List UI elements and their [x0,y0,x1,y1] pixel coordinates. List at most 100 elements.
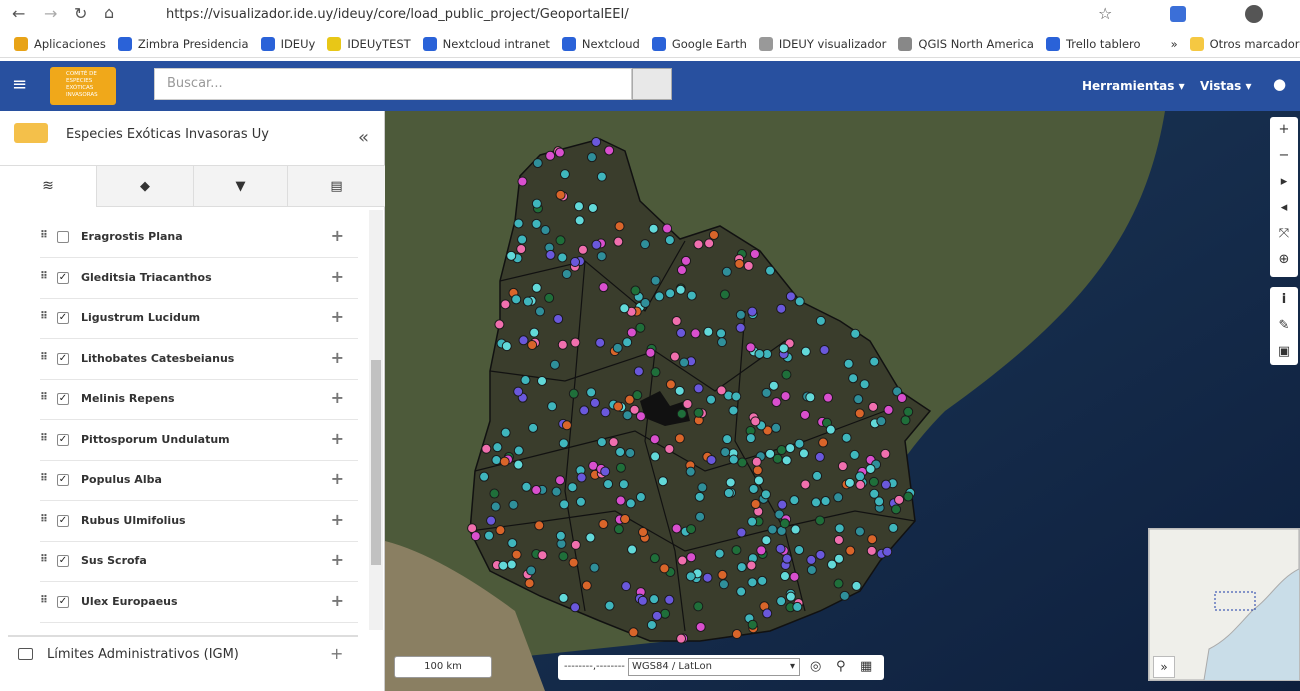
checkbox[interactable]: ✓ [57,514,69,527]
occurrence-point [568,557,579,568]
bookmark[interactable]: Google Earth [651,36,747,51]
drag-handle[interactable]: ⠿ [40,594,48,606]
occurrence-point [517,176,528,187]
occurrence-point [517,234,528,245]
home-button[interactable]: ⌂ [104,3,115,22]
checkbox[interactable]: ✓ [57,352,69,365]
add-button[interactable]: + [330,388,344,407]
drag-handle[interactable]: ⠿ [40,230,48,241]
expand-button[interactable]: + [330,644,344,663]
minimap-toggle[interactable]: » [1153,656,1175,678]
layer-row[interactable]: ⠿ ✓ Pittosporum Undulatum + [40,421,358,461]
checkbox[interactable]: ✓ [57,474,69,486]
drag-handle[interactable]: ⠿ [40,270,48,282]
layer-row[interactable]: ⠿ ✓ Ligustrum Lucidum + [40,299,358,339]
bookmark[interactable]: QGIS North America [898,36,1034,51]
add-button[interactable]: + [330,266,344,286]
checkbox[interactable]: ✓ [57,595,69,608]
pan-prev[interactable]: ◂ [1280,200,1288,215]
layer-group[interactable]: Límites Administrativos (IGM) + [0,641,370,675]
drag-handle[interactable]: ⠿ [40,554,48,565]
extension-icon[interactable] [1170,6,1186,22]
add-button[interactable]: + [330,428,344,448]
checkbox[interactable] [57,231,69,243]
layer-row[interactable]: ⠿ ✓ Lithobates Catesbeianus + [40,340,358,380]
search-button[interactable] [632,68,672,100]
pan-next[interactable]: ▸ [1280,174,1288,189]
checkbox[interactable]: ✓ [57,271,69,284]
add-button[interactable]: + [330,590,344,610]
occurrence-point [662,223,673,234]
filter-tab[interactable]: ▼ [193,166,287,207]
occurrence-point [717,569,728,580]
occurrence-point [716,328,727,339]
drag-handle[interactable]: ⠿ [40,311,48,322]
bookmark[interactable]: Trello tablero [1045,36,1141,51]
tags-tab[interactable]: ◆ [96,166,193,207]
occurrence-point [595,337,606,348]
bookmark[interactable]: IDEUY visualizador [758,36,886,51]
erase-button[interactable]: ✎ [1278,318,1290,333]
checkbox[interactable]: ✓ [57,433,69,446]
zoom-in[interactable]: + [1278,122,1290,137]
occurrence-point [891,504,902,515]
full-extent[interactable]: ⤧ [1278,226,1290,241]
other-bookmarks[interactable]: Otros marcadores [1189,36,1300,51]
add-button[interactable]: + [330,226,344,245]
projection-select[interactable]: WGS84 / LatLon ▾ [628,658,800,676]
bookmark[interactable]: Nextcloud intranet [422,36,550,51]
layer-row[interactable]: ⠿ ✓ Gleditsia Triacanthos + [40,259,358,299]
drag-handle[interactable]: ⠿ [40,351,48,363]
add-button[interactable]: + [330,550,344,569]
bookmark[interactable]: Nextcloud [561,36,640,51]
layer-row[interactable]: ⠿ ✓ Populus Alba + [40,461,358,501]
bookmark[interactable]: IDEUyTEST [327,36,411,51]
layer-row[interactable]: ⠿ ✓ Melinis Repens + [40,380,358,420]
star-button[interactable]: ☆ [1098,4,1113,23]
add-button[interactable]: + [330,347,344,367]
occurrence-point [781,369,792,380]
menu-button[interactable]: ≡ [12,74,28,95]
layers-tab[interactable]: ≋ [0,166,96,207]
layer-row[interactable]: ⠿ ✓ Sus Scrofa + [40,542,358,582]
bookmark[interactable]: Aplicaciones [14,36,106,51]
map[interactable]: + − ▸ ◂ ⤧ ⊕ i ✎ ▣ 100 km --------,------… [385,111,1300,691]
drag-handle[interactable]: ⠿ [40,432,48,444]
views-menu[interactable]: Vistas ▾ [1200,79,1252,93]
address-bar[interactable]: https://visualizador.ide.uy/ideuy/core/l… [166,7,629,22]
checkbox[interactable]: ✓ [57,555,69,567]
search-input[interactable]: Buscar... [154,68,632,100]
zoom-box[interactable]: ⊕ [1278,252,1290,267]
pin-button[interactable]: ⚲ [836,659,846,674]
profile-button[interactable] [1245,5,1263,23]
tools-menu[interactable]: Herramientas ▾ [1082,79,1185,93]
calculator-button[interactable]: ▦ [860,659,873,674]
add-button[interactable]: + [330,509,344,529]
legend-tab[interactable]: ▤ [287,166,385,207]
info-button[interactable]: i [1281,292,1287,307]
zoom-out[interactable]: − [1278,148,1290,163]
user-button[interactable]: ● [1273,75,1287,93]
drag-handle[interactable]: ⠿ [40,473,48,484]
forward-button[interactable]: → [44,4,58,23]
collapse-button[interactable]: « [358,127,370,148]
occurrence-point [833,578,844,589]
bookmark[interactable]: IDEUy [260,36,315,51]
reload-button[interactable]: ↻ [74,4,88,23]
add-button[interactable]: + [330,469,344,488]
minimap-land [1148,528,1300,681]
bookmarks-more[interactable]: » [1170,36,1178,51]
print-button[interactable]: ▣ [1277,344,1291,359]
layer-row[interactable]: ⠿ Eragrostis Plana + [40,218,358,258]
layer-row[interactable]: ⠿ ✓ Rubus Ulmifolius + [40,502,358,542]
back-button[interactable]: ← [12,4,26,23]
locate-button[interactable]: ◎ [810,659,822,674]
bookmark[interactable]: Zimbra Presidencia [117,36,249,51]
layer-row[interactable]: ⠿ ✓ Ulex Europaeus + [40,583,358,623]
drag-handle[interactable]: ⠿ [40,392,48,403]
drag-handle[interactable]: ⠿ [40,513,48,525]
checkbox[interactable]: ✓ [57,393,69,405]
scroll-thumb[interactable] [371,360,381,565]
add-button[interactable]: + [330,307,344,326]
checkbox[interactable]: ✓ [57,312,69,324]
